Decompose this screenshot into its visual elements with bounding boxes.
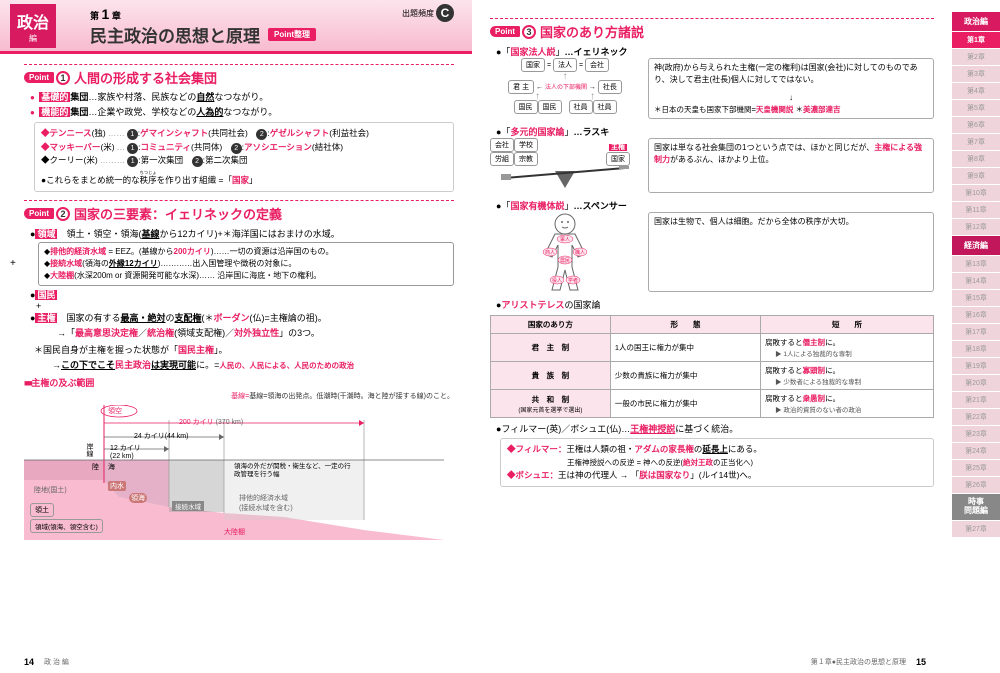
tab-item[interactable]: 第16章 [952,307,1000,323]
svg-text:学者: 学者 [568,277,578,284]
tab-item[interactable]: 第18章 [952,341,1000,357]
freq-grade-badge: C [436,4,454,22]
tab-item[interactable]: 第10章 [952,185,1000,201]
houjin-org-diagram: 国家 = 法人 = 会社 ↑ 君 主 ← 法人の下部機関 → 社長 ↑ ↑ 国民… [490,58,640,119]
svg-text:軍人: 軍人 [560,237,570,243]
tab-item[interactable]: 第13章 [952,256,1000,272]
government-forms-table: 国家のあり方形 態短 所 君 主 制1人の国王に権力が集中腐敗すると僭主制に。1… [490,315,934,418]
right-page: Point 3 国家のあり方諸説 ●「国家法人説」…イェリネック 国家 = 法人… [472,0,944,673]
page-num-right: 15 [916,657,926,667]
tab-item[interactable]: 第6章 [952,117,1000,133]
svg-text:役人: 役人 [552,277,562,284]
tab-item[interactable]: 第4章 [952,83,1000,99]
point1-heading: Point 1 人間の形成する社会集団 [24,64,454,87]
svg-text:商人: 商人 [545,249,555,256]
tab-economy-header[interactable]: 経済編 [952,236,1000,255]
tab-item[interactable]: 第2章 [952,49,1000,65]
tab-item[interactable]: 第7章 [952,134,1000,150]
diagram-title: 主権の及ぶ範囲 [24,376,454,389]
tab-sub: 編 [29,33,37,44]
p1-line1: 基礎的集団…家族や村落、民族などの自然なつながり。 [24,91,454,105]
chapter-title: 民主政治の思想と原理 Point整理 [90,22,462,47]
tab-item[interactable]: 第11章 [952,202,1000,218]
yuki-layout: 軍人 商人 職人 農民 役人 学者 国家は生物で、個人は細胞。だから全体の秩序が… [490,212,934,292]
tab-main: 政治 [17,9,49,33]
tagen-balance-diagram: 会社学校 労組宗教 主権国家 [490,138,640,193]
tagen-layout: 会社学校 労組宗教 主権国家 国家は単なる社会集団の1つという点では、ほかと同じ… [490,138,934,193]
chapter-tabs: 政治編 第1章 第2章 第3章 第4章 第5章 第6章 第7章 第8章 第9章 … [952,12,1000,537]
point3-heading: Point 3 国家のあり方諸説 [490,18,934,41]
tab-item[interactable]: 第26章 [952,477,1000,493]
tab-ch1[interactable]: 第1章 [952,32,1000,48]
tab-item[interactable]: 第14章 [952,273,1000,289]
filmer-box: ◆フィルマー：王権は人類の祖・アダムの家長権の延長上にある。 王権神授説への反逆… [500,438,934,487]
point1-section: Point 1 人間の形成する社会集団 基礎的集団…家族や村落、民族などの自然な… [24,64,454,192]
tab-politics-header[interactable]: 政治編 [952,12,1000,31]
svg-text:職人: 職人 [575,249,585,256]
tab-item[interactable]: 第8章 [952,151,1000,167]
frequency-indicator: 出題頻度 C [402,4,454,22]
point-seiri-badge: Point整理 [268,28,316,41]
point2-heading: Point 2 国家の三要素：イェリネックの定義 [24,200,454,223]
tab-item[interactable]: 第17章 [952,324,1000,340]
tab-item[interactable]: 第27章 [952,521,1000,537]
tab-item[interactable]: 第9章 [952,168,1000,184]
yuki-text: 国家は生物で、個人は細胞。だから全体の秩序が大切。 [648,212,934,292]
tab-item[interactable]: 第21章 [952,392,1000,408]
section-tab: 政治 編 [10,4,56,48]
tab-jiji-header[interactable]: 時事 問題編 [952,494,1000,520]
yuki-person-diagram: 軍人 商人 職人 農民 役人 学者 [490,212,640,292]
p1-line2: 機能的集団…企業や政党、学校などの人為的なつながり。 [24,106,454,120]
svg-text:農民: 農民 [560,257,570,264]
tab-item[interactable]: 第12章 [952,219,1000,235]
houjin-text: 神(政府)から与えられた主権(一定の権利)は国家(会社)に対してのものであり、決… [648,58,934,119]
territorial-waters-diagram: 領空 200 カイリ (370 km) 24 カイリ(44 km) 12 カイリ… [24,405,454,540]
p1-box: ◆テンニース(独)……1:ゲマインシャフト(共同社会) 2:ゲゼルシャフト(利益… [34,122,454,192]
footer-right: 第１章●民主政治の思想と原理 [811,657,906,667]
page-num-left: 14 [24,657,34,667]
tab-item[interactable]: 第25章 [952,460,1000,476]
tab-item[interactable]: 第20章 [952,375,1000,391]
point3-section: Point 3 国家のあり方諸説 ●「国家法人説」…イェリネック 国家 = 法人… [490,18,934,487]
tab-item[interactable]: 第19章 [952,358,1000,374]
houjin-layout: 国家 = 法人 = 会社 ↑ 君 主 ← 法人の下部機関 → 社長 ↑ ↑ 国民… [490,58,934,119]
chapter-header: 政治 編 第 1 章 民主政治の思想と原理 Point整理 出題頻度 C [0,0,472,54]
tab-item[interactable]: 第15章 [952,290,1000,306]
footer-left: 政 治 編 [44,657,69,667]
left-page: 政治 編 第 1 章 民主政治の思想と原理 Point整理 出題頻度 C Poi… [0,0,472,673]
tab-item[interactable]: 第5章 [952,100,1000,116]
point2-section: Point 2 国家の三要素：イェリネックの定義 ●領域 領土・領空・領海(基線… [24,200,454,540]
tagen-text: 国家は単なる社会集団の1つという点では、ほかと同じだが、主権による強制力があるぶ… [648,138,934,193]
tab-item[interactable]: 第24章 [952,443,1000,459]
tab-item[interactable]: 第3章 [952,66,1000,82]
tab-item[interactable]: 第23章 [952,426,1000,442]
p2-waters-box: ◆排他的経済水域 = EEZ。(基線から200カイリ)……一切の資源は沿岸国のも… [38,242,454,286]
tab-item[interactable]: 第22章 [952,409,1000,425]
